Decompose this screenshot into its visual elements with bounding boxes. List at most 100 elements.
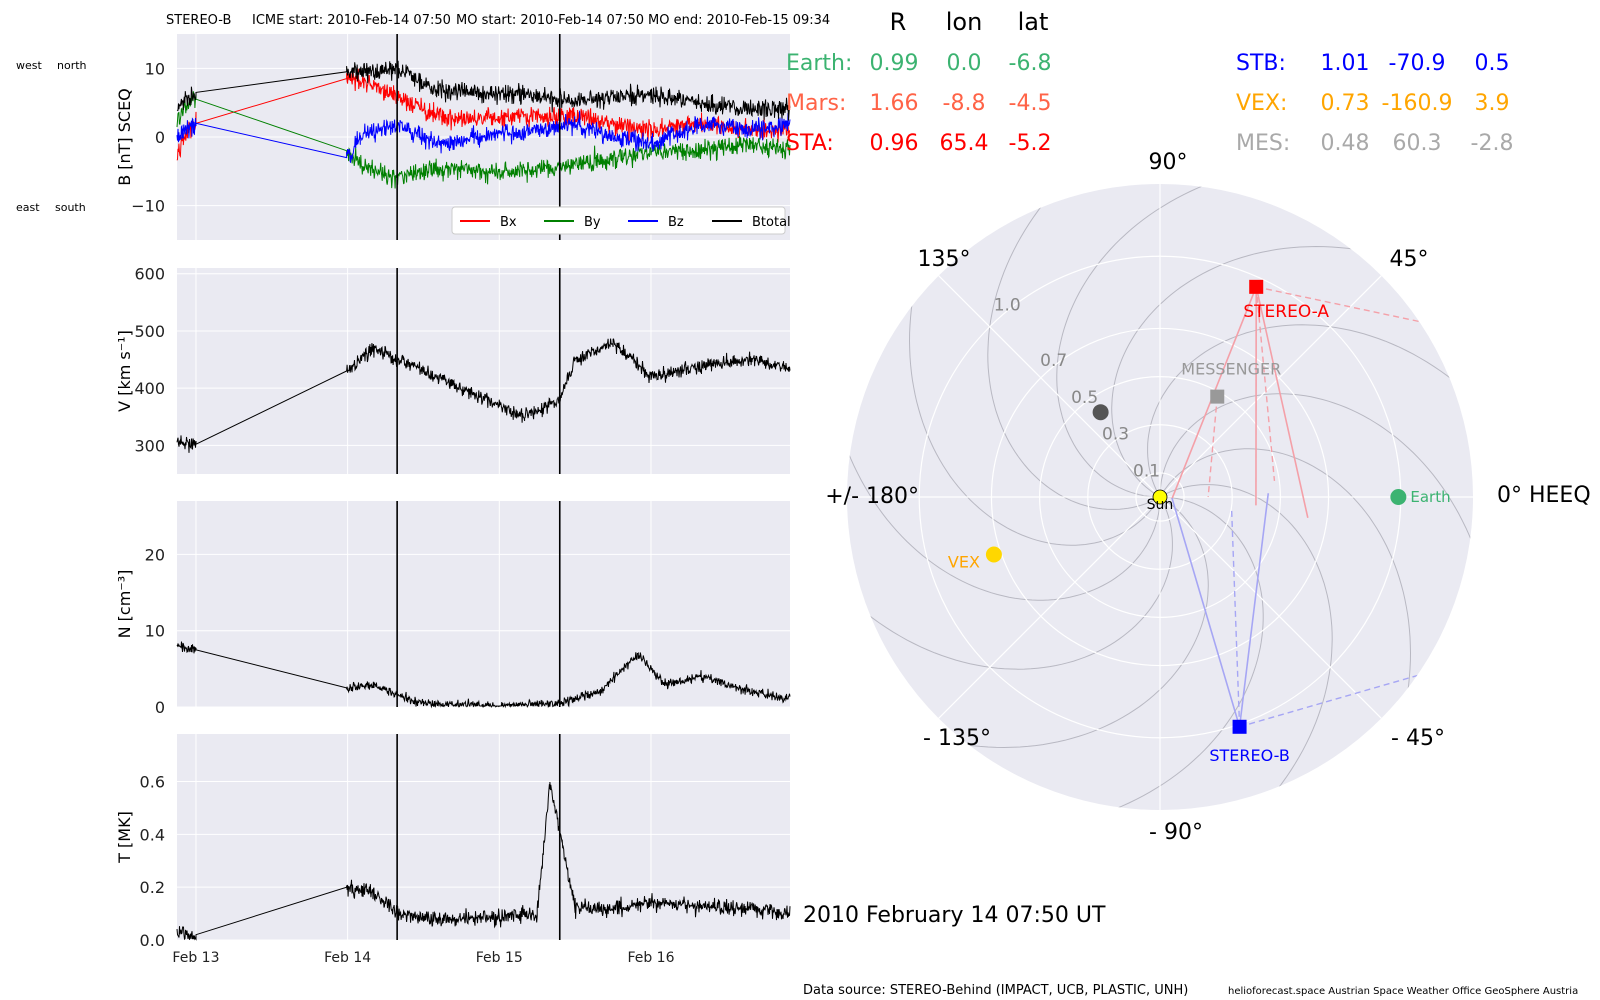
y-tick-label: 300 bbox=[134, 436, 165, 455]
table-header: lat bbox=[1018, 8, 1049, 36]
angle-label: +/- 180° bbox=[825, 484, 919, 509]
body-label-stereo-b: STEREO-B bbox=[1209, 746, 1289, 765]
row-lon: -70.9 bbox=[1389, 51, 1446, 76]
series-n bbox=[176, 641, 791, 709]
row-lat: -6.8 bbox=[1009, 51, 1052, 76]
y-axis-label: N [cm⁻³] bbox=[115, 570, 134, 639]
radial-label: 0.3 bbox=[1102, 425, 1129, 445]
row-lon: -160.9 bbox=[1382, 91, 1453, 116]
radial-label: 1.0 bbox=[994, 296, 1021, 316]
radial-label: 0.5 bbox=[1071, 388, 1098, 408]
angle-label: 90° bbox=[1149, 150, 1188, 175]
row-lat: 0.5 bbox=[1475, 51, 1510, 76]
angle-spoke bbox=[1159, 275, 1382, 498]
row-r: 1.66 bbox=[870, 91, 919, 116]
y-axis-label: T [MK] bbox=[115, 811, 134, 864]
series-t bbox=[176, 781, 791, 941]
row-label: MES: bbox=[1236, 131, 1290, 156]
header-mo-start: MO start: 2010-Feb-14 07:50 bbox=[456, 13, 644, 28]
series-btotal bbox=[176, 60, 791, 121]
stb-projection-dashed bbox=[1230, 507, 1241, 727]
body-marker-unlabeled-body bbox=[1092, 404, 1109, 421]
x-tick-label: Feb 16 bbox=[627, 950, 674, 966]
y-tick-label: 0 bbox=[155, 128, 165, 147]
legend-label-bx: Bx bbox=[500, 215, 517, 230]
y-tick-label: 500 bbox=[134, 322, 165, 341]
y-tick-label: 20 bbox=[145, 545, 165, 564]
radial-label: 0.7 bbox=[1040, 351, 1067, 371]
row-lon: 0.0 bbox=[947, 51, 982, 76]
body-label-messenger: MESSENGER bbox=[1181, 360, 1281, 379]
legend-box bbox=[451, 206, 786, 235]
legend-label-bz: Bz bbox=[668, 215, 684, 230]
angle-label: 0° HEEQ bbox=[1497, 483, 1591, 508]
angle-spoke bbox=[938, 496, 1161, 719]
body-marker-vex bbox=[985, 546, 1002, 563]
row-label: STA: bbox=[786, 131, 834, 156]
stb-projection-line bbox=[1171, 497, 1241, 728]
series-by bbox=[176, 91, 791, 189]
timestamp: 2010 February 14 07:50 UT bbox=[803, 903, 1106, 928]
sta-projection-dashed bbox=[1256, 286, 1453, 330]
y-tick-label: 0.4 bbox=[140, 825, 165, 844]
body-marker-messenger bbox=[1210, 389, 1225, 404]
y-tick-label: −10 bbox=[131, 197, 165, 216]
table-header: lon bbox=[946, 8, 983, 36]
row-r: 0.48 bbox=[1321, 131, 1370, 156]
row-lat: -4.5 bbox=[1009, 91, 1052, 116]
y-tick-label: 400 bbox=[134, 379, 165, 398]
magnetic-field-panel: −10 0 10 B [nT] SCEQ bbox=[115, 34, 791, 240]
angle-label: 135° bbox=[918, 247, 971, 272]
sta-projection-dashed bbox=[1207, 396, 1218, 498]
row-lat: -5.2 bbox=[1009, 131, 1052, 156]
body-label-vex: VEX bbox=[948, 553, 980, 572]
plot-area bbox=[177, 734, 790, 940]
b-field-legend: Bx By Bz Btotal bbox=[451, 206, 791, 235]
east-label: east bbox=[16, 201, 40, 214]
angle-label: - 135° bbox=[923, 726, 991, 751]
row-lon: 60.3 bbox=[1393, 131, 1442, 156]
angle-label: 45° bbox=[1390, 247, 1429, 272]
radial-label: 0.1 bbox=[1133, 462, 1160, 482]
angle-label: - 45° bbox=[1391, 726, 1445, 751]
plot-area bbox=[177, 268, 790, 474]
sta-projection-line bbox=[1255, 286, 1309, 518]
legend-label-btotal: Btotal bbox=[752, 215, 791, 230]
body-marker-earth bbox=[1390, 489, 1407, 505]
angle-spoke bbox=[1159, 496, 1382, 719]
body-marker-stereo-b bbox=[1232, 719, 1247, 734]
temperature-panel: 0.0 0.2 0.4 0.6 T [MK] Feb 13 Feb 14 Feb 15 Feb … bbox=[115, 734, 791, 966]
row-r: 0.99 bbox=[870, 51, 919, 76]
north-label: north bbox=[57, 59, 87, 72]
south-label: south bbox=[55, 201, 86, 214]
y-tick-label: 0.0 bbox=[140, 931, 165, 950]
row-label: VEX: bbox=[1236, 91, 1287, 116]
y-tick-label: 0 bbox=[155, 698, 165, 717]
x-tick-label: Feb 13 bbox=[172, 950, 219, 966]
x-tick-label: Feb 14 bbox=[324, 950, 371, 966]
y-tick-label: 0.6 bbox=[140, 773, 165, 792]
y-axis-label: V [km s⁻¹] bbox=[115, 330, 134, 412]
angle-label: - 90° bbox=[1149, 820, 1203, 845]
series-bz bbox=[176, 110, 791, 163]
polar-plot: 0.10.30.50.7 1.0 0° HEEQ 45° 90° 135° +/- 180°… bbox=[825, 150, 1590, 845]
stb-projection-line bbox=[1238, 493, 1270, 727]
density-panel: 0 10 20 N [cm⁻³] bbox=[115, 501, 791, 717]
plot-area bbox=[177, 501, 790, 707]
y-tick-label: 10 bbox=[145, 59, 165, 78]
body-marker-sun bbox=[1152, 489, 1168, 505]
row-label: Earth: bbox=[786, 51, 852, 76]
row-r: 1.01 bbox=[1321, 51, 1370, 76]
y-axis-label: B [nT] SCEQ bbox=[115, 88, 134, 186]
body-marker-stereo-a bbox=[1249, 279, 1264, 294]
speed-panel: 300 400 500 600 V [km s⁻¹] bbox=[115, 265, 791, 474]
header-spacecraft: STEREO-B bbox=[166, 13, 231, 28]
row-r: 0.73 bbox=[1321, 91, 1370, 116]
body-label-earth: Earth bbox=[1410, 488, 1450, 506]
row-r: 0.96 bbox=[870, 131, 919, 156]
body-label-stereo-a: STEREO-A bbox=[1243, 302, 1329, 322]
data-source: Data source: STEREO-Behind (IMPACT, UCB,… bbox=[803, 983, 1188, 998]
series-v bbox=[176, 338, 791, 453]
